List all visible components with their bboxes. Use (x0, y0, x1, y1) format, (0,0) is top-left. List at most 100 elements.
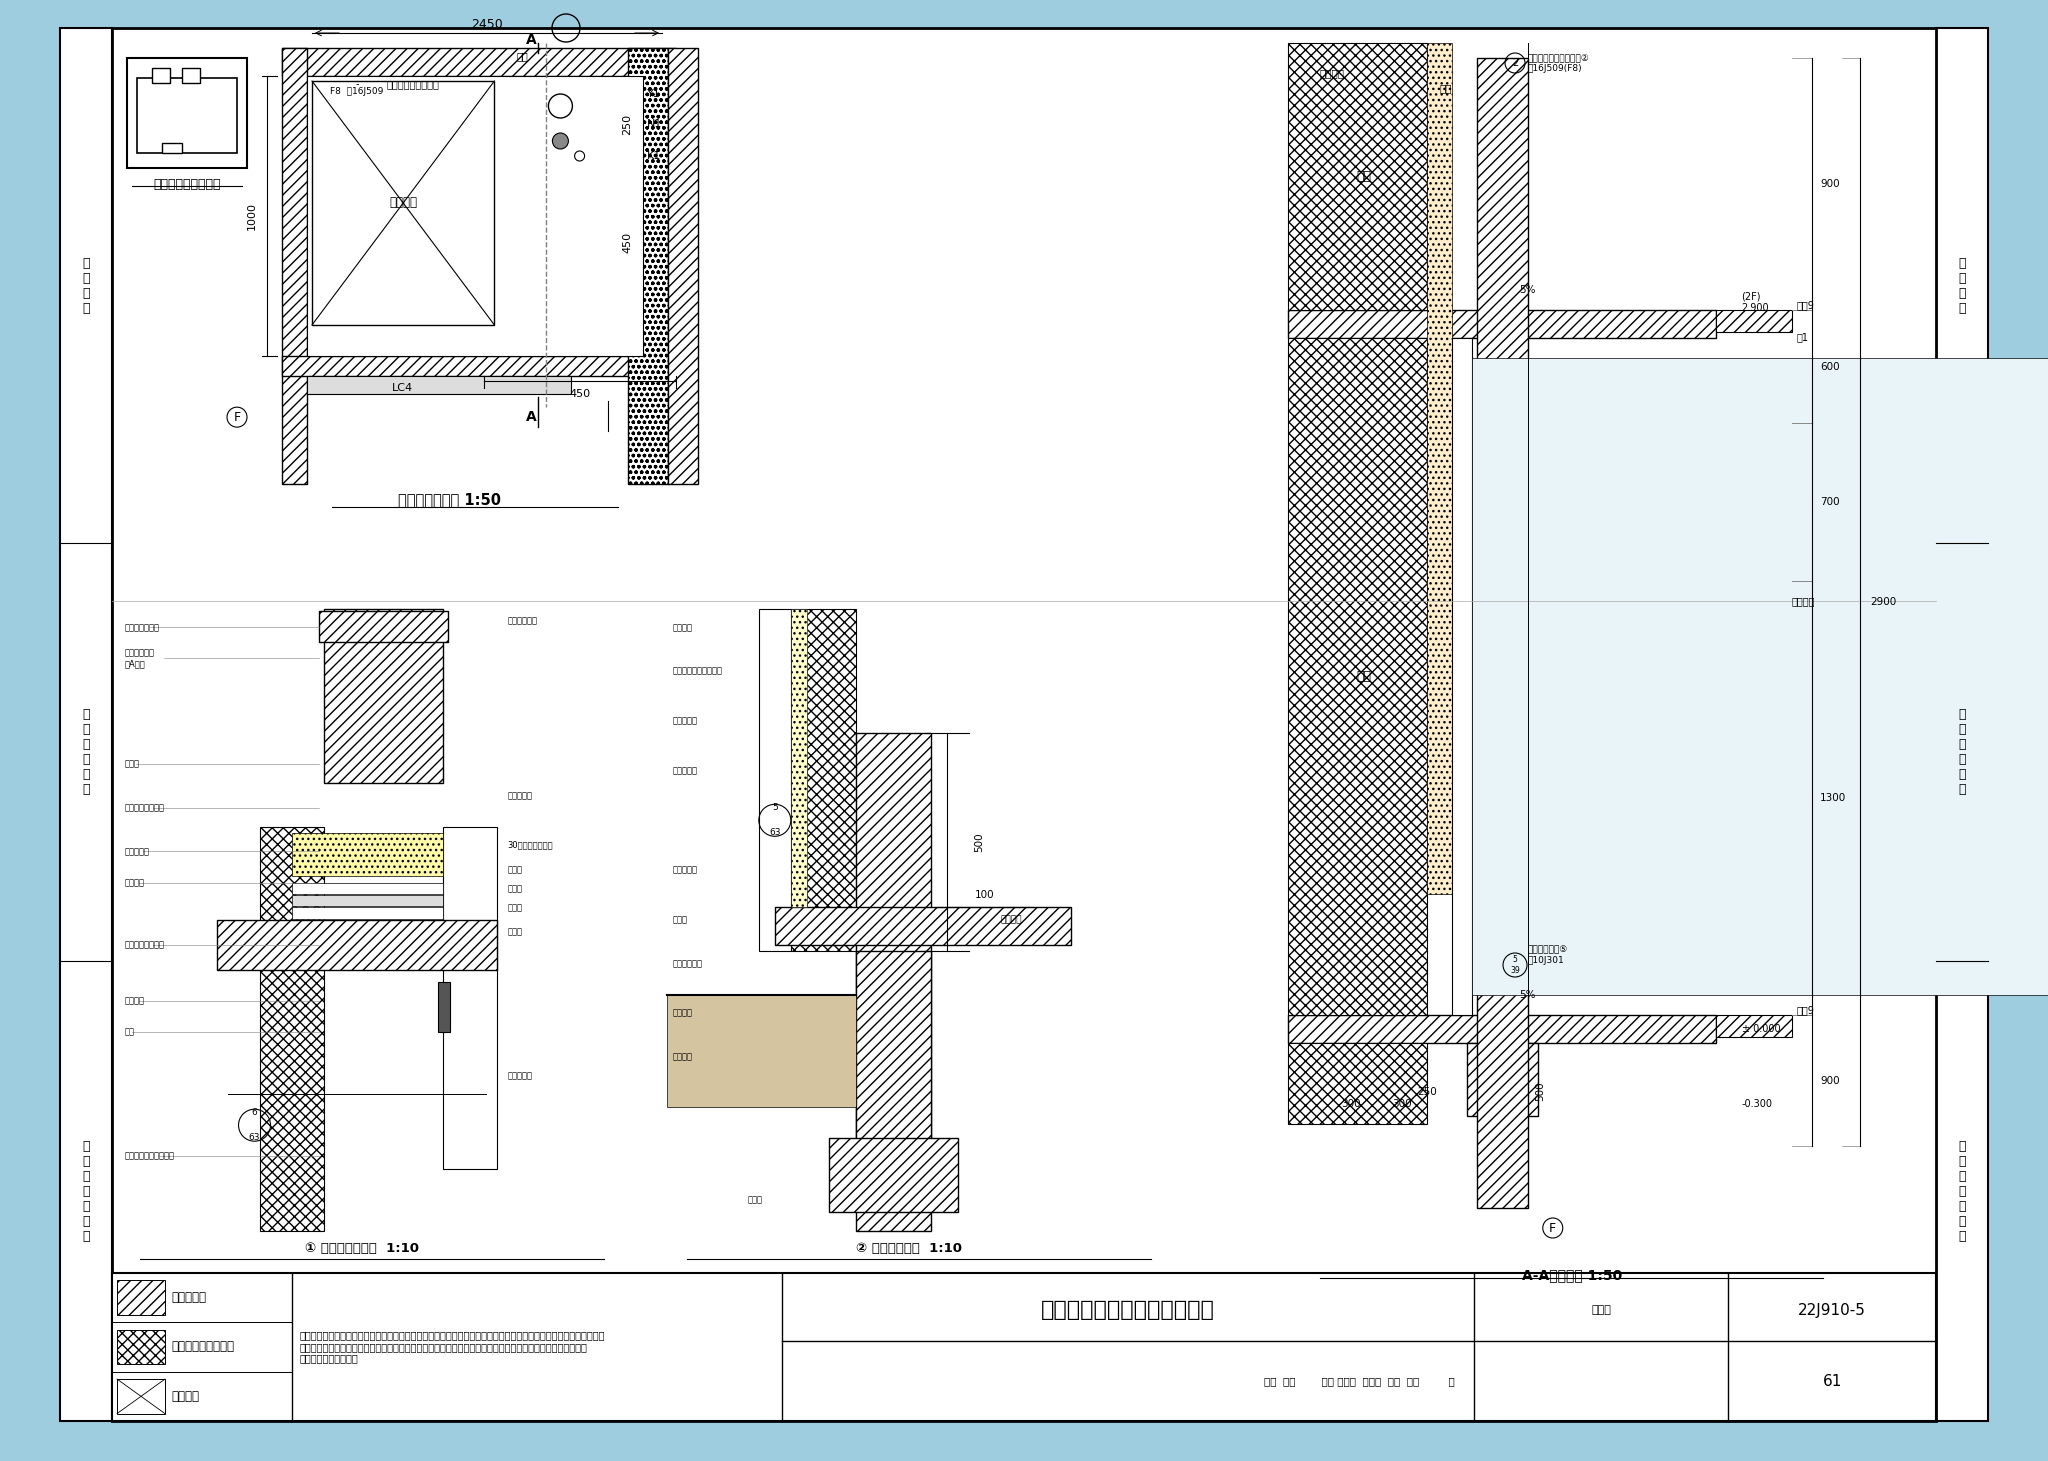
Text: 5: 5 (772, 804, 778, 812)
Circle shape (553, 133, 569, 149)
Bar (117, 1330, 166, 1365)
Text: 空调机位: 空调机位 (170, 1389, 199, 1403)
Text: 空调机位、女儿墙、勒脚详图: 空调机位、女儿墙、勒脚详图 (1040, 1300, 1214, 1319)
Text: 楼面标高: 楼面标高 (1792, 596, 1815, 606)
Text: 干挂石材: 干挂石材 (672, 622, 692, 631)
Text: 700: 700 (1821, 497, 1839, 507)
Bar (1716, 310, 1792, 332)
Text: ② 外墙勒脚节点  1:10: ② 外墙勒脚节点 1:10 (856, 1242, 963, 1255)
Bar (117, 1280, 166, 1315)
Bar (283, 355, 676, 375)
Text: 施
工
图
设
计
示
例: 施 工 图 设 计 示 例 (1958, 1140, 1966, 1243)
Bar (162, 143, 182, 153)
Text: 2900: 2900 (1870, 598, 1896, 608)
Text: F8  参16J509: F8 参16J509 (330, 88, 383, 96)
Bar (668, 609, 1206, 1232)
Bar (1427, 42, 1452, 894)
Text: 63: 63 (248, 1134, 260, 1143)
Text: 空调机位位置示意图: 空调机位位置示意图 (154, 178, 221, 191)
Bar (307, 375, 571, 393)
Text: 300: 300 (1393, 1099, 1411, 1109)
Text: 设
计
要
点: 设 计 要 点 (1958, 257, 1966, 314)
Bar (293, 833, 442, 877)
Text: 顶1: 顶1 (1796, 332, 1808, 342)
Text: 500: 500 (975, 833, 983, 852)
Text: 钢梁: 钢梁 (125, 1027, 135, 1036)
Text: ① 外墙女儿墙节点  1:10: ① 外墙女儿墙节点 1:10 (305, 1242, 420, 1255)
Bar (1473, 358, 2048, 995)
Bar (668, 995, 856, 1106)
Bar (182, 69, 201, 83)
Text: 卷材收头做法⑤
参10J301: 卷材收头做法⑤ 参10J301 (1528, 945, 1569, 964)
Text: K1: K1 (647, 150, 662, 161)
Circle shape (575, 150, 584, 161)
Bar (260, 827, 324, 1232)
Text: 300: 300 (1341, 1099, 1362, 1109)
Circle shape (549, 94, 571, 118)
Text: 楼面标高: 楼面标高 (999, 916, 1022, 925)
Text: 屋顶防护栏杆: 屋顶防护栏杆 (508, 617, 537, 625)
Bar (1288, 339, 1427, 1015)
Text: 室外地坪: 室外地坪 (672, 1052, 692, 1061)
Text: 混凝土导墙: 混凝土导墙 (672, 865, 696, 875)
Bar (311, 80, 494, 324)
Text: 聚乙烯泡沫棒: 聚乙烯泡沫棒 (672, 958, 702, 967)
Text: 30厚弹性材料嵌缝: 30厚弹性材料嵌缝 (508, 840, 553, 850)
Text: 图集号: 图集号 (1591, 1305, 1612, 1315)
Text: 61: 61 (1823, 1373, 1841, 1388)
Text: 保温层: 保温层 (508, 928, 522, 937)
Bar (791, 609, 856, 951)
Bar (1288, 1015, 1716, 1043)
Text: 钢筋混凝土屋面板: 钢筋混凝土屋面板 (125, 941, 166, 950)
Bar (283, 48, 307, 484)
Text: 450: 450 (569, 389, 590, 399)
Text: 900: 900 (1821, 180, 1839, 188)
Bar (324, 609, 442, 783)
Text: 注：本工程为争取更大的使用面积，起居室、卧室等房间内装修墙面内装修主要采用粘贴石膏板、涂料做法，有钢柱的
墙首整体采用轻钢龙骨石膏板、涂料做法，装配率计算中，内: 注：本工程为争取更大的使用面积，起居室、卧室等房间内装修墙面内装修主要采用粘贴石… (299, 1331, 606, 1363)
Bar (1477, 58, 1528, 1208)
Text: 预制装饰线条
（A级）: 预制装饰线条 （A级） (125, 649, 156, 668)
Text: -: - (354, 79, 358, 89)
Bar (1288, 310, 1716, 339)
Text: 5%: 5% (1520, 991, 1536, 999)
Bar (1466, 1043, 1538, 1116)
Text: 钢筋混凝土女儿墙: 钢筋混凝土女儿墙 (125, 804, 166, 812)
Text: F: F (1548, 1221, 1556, 1235)
Text: 900: 900 (1821, 1075, 1839, 1086)
Text: 6: 6 (252, 1109, 258, 1118)
Text: 蒸压加气混凝土外墙板: 蒸压加气混凝土外墙板 (125, 1151, 174, 1161)
Text: 石膏板吊顶: 石膏板吊顶 (508, 1071, 532, 1080)
Text: 600: 600 (1821, 362, 1839, 373)
Text: 施
工
图
设
计
示
例: 施 工 图 设 计 示 例 (82, 1140, 90, 1243)
Text: 450: 450 (623, 232, 633, 253)
Text: 密封膏: 密封膏 (672, 916, 688, 925)
Bar (791, 609, 807, 907)
Text: 22J910-5: 22J910-5 (1798, 1303, 1866, 1318)
Text: 找坡层: 找坡层 (508, 903, 522, 912)
Text: 5%: 5% (1520, 285, 1536, 295)
Text: 设
计
要
点: 设 计 要 点 (82, 257, 90, 314)
Text: N1: N1 (647, 118, 662, 129)
Text: 防水层: 防水层 (508, 884, 522, 893)
Text: 钢筋混凝土: 钢筋混凝土 (170, 1292, 207, 1305)
Text: 空调室外机挑板护栏件②
参16J509(F8): 空调室外机挑板护栏件② 参16J509(F8) (1528, 53, 1589, 73)
Bar (293, 896, 442, 906)
Text: 楼面9: 楼面9 (1796, 301, 1815, 310)
Text: ± 0.000: ± 0.000 (1741, 1024, 1780, 1034)
Text: Y1: Y1 (647, 89, 662, 99)
Text: 250: 250 (1417, 1087, 1438, 1097)
Bar (1288, 1043, 1427, 1124)
Bar (856, 951, 932, 1169)
Text: -0.300: -0.300 (1741, 1099, 1774, 1109)
Text: A-A剖面详图 1:50: A-A剖面详图 1:50 (1522, 1268, 1622, 1281)
Text: 附加防水层: 附加防水层 (508, 790, 532, 799)
Bar (438, 982, 451, 1031)
Text: F: F (233, 411, 240, 424)
Bar (1452, 339, 1473, 1015)
Bar (113, 28, 1935, 1422)
Text: 地下保温: 地下保温 (672, 1008, 692, 1018)
Bar (627, 48, 668, 484)
Text: (2F)
2.900: (2F) 2.900 (1741, 292, 1769, 313)
Bar (307, 76, 643, 355)
Bar (1288, 42, 1427, 310)
